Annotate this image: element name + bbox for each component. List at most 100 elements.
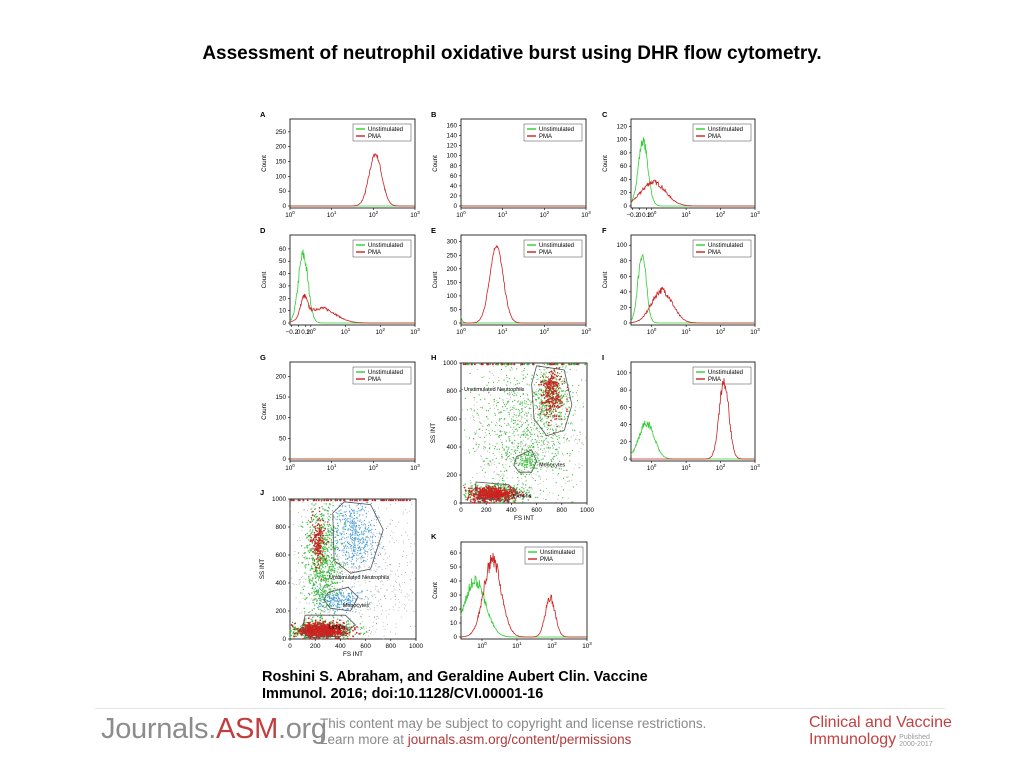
scatter-point (476, 412, 478, 414)
scatter-point (495, 495, 498, 498)
scatter-point (473, 487, 475, 489)
scatter-point (581, 442, 583, 444)
scatter-point (324, 574, 326, 577)
scatter-point (554, 398, 557, 400)
scatter-point (357, 567, 359, 569)
scatter-point (480, 388, 482, 390)
scatter-point (570, 363, 572, 366)
scatter-point (558, 367, 560, 369)
scatter-point (554, 374, 556, 376)
scatter-point (542, 376, 545, 378)
scatter-point (492, 459, 494, 461)
scatter-point (476, 430, 478, 432)
scatter-point (347, 563, 349, 565)
scatter-point (370, 529, 372, 531)
scatter-point (521, 421, 523, 423)
scatter-point (349, 523, 351, 525)
scatter-point (558, 473, 560, 475)
scatter-point (566, 480, 568, 482)
y-tick-label: 800 (446, 388, 457, 395)
scatter-point (470, 408, 472, 410)
x-tick-label: 100 (456, 327, 466, 336)
scatter-point (337, 557, 339, 559)
scatter-point (521, 459, 523, 462)
scatter-point (523, 490, 525, 492)
scatter-point (527, 499, 529, 501)
scatter-point (534, 452, 536, 454)
scatter-point (544, 386, 546, 388)
scatter-point (567, 396, 569, 398)
scatter-point (484, 493, 486, 496)
scatter-point (525, 401, 528, 403)
scatter-point (508, 393, 509, 395)
scatter-point (518, 410, 520, 412)
scatter-point (552, 437, 554, 439)
scatter-point (498, 435, 500, 437)
scatter-point (328, 588, 330, 591)
scatter-point (552, 447, 554, 449)
scatter-point (346, 521, 349, 523)
scatter-point (320, 576, 322, 578)
scatter-point (559, 418, 561, 420)
scatter-point (338, 539, 341, 541)
scatter-point (302, 588, 305, 591)
scatter-point (504, 423, 505, 424)
scatter-point (408, 510, 410, 512)
scatter-point (390, 574, 392, 576)
scatter-point (540, 403, 542, 405)
scatter-point (513, 443, 515, 445)
scatter-point (517, 415, 520, 417)
scatter-point (342, 526, 344, 528)
scatter-point (489, 452, 491, 454)
x-tick-label: 102 (716, 327, 726, 336)
scatter-point (556, 458, 558, 460)
scatter-point (473, 419, 474, 421)
scatter-point (321, 565, 323, 567)
scatter-point (533, 395, 534, 397)
scatter-point (512, 406, 514, 408)
scatter-point (500, 425, 502, 427)
scatter-point (531, 433, 533, 435)
scatter-point (306, 521, 308, 524)
scatter-point (519, 420, 521, 422)
scatter-point (330, 557, 333, 559)
scatter-point (346, 573, 348, 575)
scatter-point (314, 551, 317, 553)
scatter-point (364, 580, 366, 582)
scatter-point (511, 443, 513, 445)
scatter-point (413, 533, 415, 535)
scatter-point (344, 528, 347, 531)
scatter-point (503, 470, 505, 472)
scatter-point (544, 425, 546, 427)
scatter-point (377, 554, 379, 556)
scatter-point (484, 463, 486, 465)
scatter-point (502, 485, 504, 487)
scatter-point (517, 495, 519, 498)
scatter-point (322, 610, 324, 611)
scatter-point (518, 469, 520, 471)
scatter-point (352, 531, 354, 533)
x-tick-label: 102 (369, 463, 379, 472)
scatter-point (524, 460, 526, 462)
scatter-point (516, 484, 519, 486)
scatter-point (556, 381, 558, 384)
scatter-point (521, 498, 524, 500)
scatter-point (477, 490, 480, 493)
scatter-point (323, 509, 326, 511)
scatter-point (316, 569, 318, 571)
scatter-point (323, 597, 325, 599)
scatter-point (523, 397, 525, 399)
scatter-point (311, 592, 313, 594)
scatter-point (520, 389, 522, 391)
scatter-point (382, 547, 384, 550)
scatter-point (360, 558, 362, 560)
scatter-point (328, 600, 330, 603)
scatter-point (520, 461, 522, 463)
scatter-point (314, 573, 316, 576)
scatter-point (411, 503, 413, 505)
scatter-point (343, 524, 345, 526)
scatter-point (406, 610, 408, 612)
scatter-point (335, 536, 337, 539)
scatter-point (557, 400, 559, 402)
